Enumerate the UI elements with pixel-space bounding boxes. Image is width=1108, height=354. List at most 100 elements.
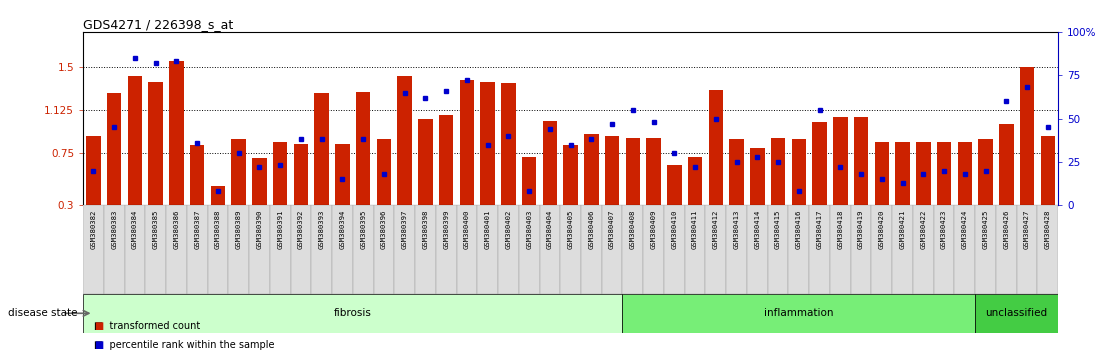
Bar bbox=[750, 148, 765, 205]
Text: GSM380401: GSM380401 bbox=[484, 210, 491, 249]
FancyBboxPatch shape bbox=[352, 205, 373, 294]
Bar bbox=[148, 81, 163, 205]
Bar bbox=[626, 138, 640, 205]
Bar bbox=[833, 118, 848, 205]
FancyBboxPatch shape bbox=[954, 205, 975, 294]
Bar bbox=[273, 142, 287, 205]
FancyBboxPatch shape bbox=[644, 205, 664, 294]
FancyBboxPatch shape bbox=[851, 205, 871, 294]
Bar bbox=[584, 133, 598, 205]
FancyBboxPatch shape bbox=[830, 205, 851, 294]
Text: GSM380412: GSM380412 bbox=[712, 210, 719, 249]
Text: GSM380397: GSM380397 bbox=[402, 210, 408, 249]
Bar bbox=[211, 185, 225, 205]
FancyBboxPatch shape bbox=[478, 205, 497, 294]
FancyBboxPatch shape bbox=[228, 205, 249, 294]
Bar bbox=[854, 118, 869, 205]
FancyBboxPatch shape bbox=[83, 294, 623, 333]
Text: GSM380414: GSM380414 bbox=[755, 210, 760, 249]
FancyBboxPatch shape bbox=[581, 205, 602, 294]
FancyBboxPatch shape bbox=[456, 205, 478, 294]
Bar bbox=[667, 165, 681, 205]
Bar bbox=[460, 80, 474, 205]
Text: GSM380415: GSM380415 bbox=[776, 210, 781, 249]
FancyBboxPatch shape bbox=[145, 205, 166, 294]
FancyBboxPatch shape bbox=[83, 205, 104, 294]
Text: ■  transformed count: ■ transformed count bbox=[94, 321, 201, 331]
Text: GSM380421: GSM380421 bbox=[900, 210, 905, 249]
Bar bbox=[646, 138, 660, 205]
FancyBboxPatch shape bbox=[768, 205, 789, 294]
FancyBboxPatch shape bbox=[809, 205, 830, 294]
Bar bbox=[978, 139, 993, 205]
FancyBboxPatch shape bbox=[975, 205, 996, 294]
Text: GSM380405: GSM380405 bbox=[567, 210, 574, 249]
Text: GSM380411: GSM380411 bbox=[692, 210, 698, 249]
Text: GSM380392: GSM380392 bbox=[298, 210, 304, 249]
FancyBboxPatch shape bbox=[789, 205, 809, 294]
Bar bbox=[957, 142, 972, 205]
FancyBboxPatch shape bbox=[996, 205, 1017, 294]
Text: GSM380386: GSM380386 bbox=[174, 210, 179, 249]
Text: GSM380418: GSM380418 bbox=[838, 210, 843, 249]
Text: GSM380394: GSM380394 bbox=[339, 210, 346, 249]
Text: GSM380393: GSM380393 bbox=[319, 210, 325, 249]
Bar bbox=[812, 122, 827, 205]
FancyBboxPatch shape bbox=[602, 205, 623, 294]
FancyBboxPatch shape bbox=[187, 205, 207, 294]
Bar bbox=[398, 76, 412, 205]
Text: GSM380420: GSM380420 bbox=[879, 210, 885, 249]
Text: GSM380396: GSM380396 bbox=[381, 210, 387, 249]
FancyBboxPatch shape bbox=[540, 205, 561, 294]
FancyBboxPatch shape bbox=[290, 205, 311, 294]
Bar bbox=[253, 158, 267, 205]
Text: GSM380403: GSM380403 bbox=[526, 210, 532, 249]
Text: GSM380425: GSM380425 bbox=[983, 210, 988, 249]
Text: GSM380424: GSM380424 bbox=[962, 210, 967, 249]
FancyBboxPatch shape bbox=[1017, 205, 1037, 294]
FancyBboxPatch shape bbox=[416, 205, 435, 294]
Text: GSM380399: GSM380399 bbox=[443, 210, 449, 249]
Bar bbox=[481, 81, 495, 205]
FancyBboxPatch shape bbox=[913, 205, 934, 294]
Text: GSM380409: GSM380409 bbox=[650, 210, 657, 249]
Bar bbox=[936, 142, 952, 205]
Bar bbox=[86, 136, 101, 205]
Bar bbox=[605, 136, 619, 205]
FancyBboxPatch shape bbox=[726, 205, 747, 294]
Bar bbox=[895, 142, 910, 205]
Text: GSM380416: GSM380416 bbox=[796, 210, 802, 249]
Bar bbox=[563, 145, 578, 205]
FancyBboxPatch shape bbox=[934, 205, 954, 294]
FancyBboxPatch shape bbox=[104, 205, 124, 294]
Text: GSM380402: GSM380402 bbox=[505, 210, 512, 249]
Bar bbox=[127, 76, 142, 205]
Text: GSM380417: GSM380417 bbox=[817, 210, 822, 249]
Bar bbox=[170, 61, 184, 205]
FancyBboxPatch shape bbox=[311, 205, 332, 294]
FancyBboxPatch shape bbox=[435, 205, 456, 294]
Bar bbox=[688, 157, 702, 205]
Text: GSM380390: GSM380390 bbox=[256, 210, 263, 249]
Text: GDS4271 / 226398_s_at: GDS4271 / 226398_s_at bbox=[83, 18, 234, 31]
FancyBboxPatch shape bbox=[623, 294, 975, 333]
FancyBboxPatch shape bbox=[892, 205, 913, 294]
Text: GSM380383: GSM380383 bbox=[111, 210, 117, 249]
Text: GSM380388: GSM380388 bbox=[215, 210, 220, 249]
FancyBboxPatch shape bbox=[249, 205, 270, 294]
FancyBboxPatch shape bbox=[664, 205, 685, 294]
Text: fibrosis: fibrosis bbox=[334, 308, 371, 318]
Text: ■: ■ bbox=[94, 341, 103, 350]
Text: GSM380395: GSM380395 bbox=[360, 210, 366, 249]
Bar bbox=[522, 157, 536, 205]
Bar bbox=[501, 83, 515, 205]
Text: GSM380423: GSM380423 bbox=[941, 210, 947, 249]
Text: GSM380382: GSM380382 bbox=[91, 210, 96, 249]
Text: unclassified: unclassified bbox=[986, 308, 1048, 318]
Text: GSM380389: GSM380389 bbox=[236, 210, 242, 249]
Bar bbox=[999, 124, 1014, 205]
Text: GSM380407: GSM380407 bbox=[609, 210, 615, 249]
FancyBboxPatch shape bbox=[871, 205, 892, 294]
Bar bbox=[377, 139, 391, 205]
FancyBboxPatch shape bbox=[706, 205, 726, 294]
